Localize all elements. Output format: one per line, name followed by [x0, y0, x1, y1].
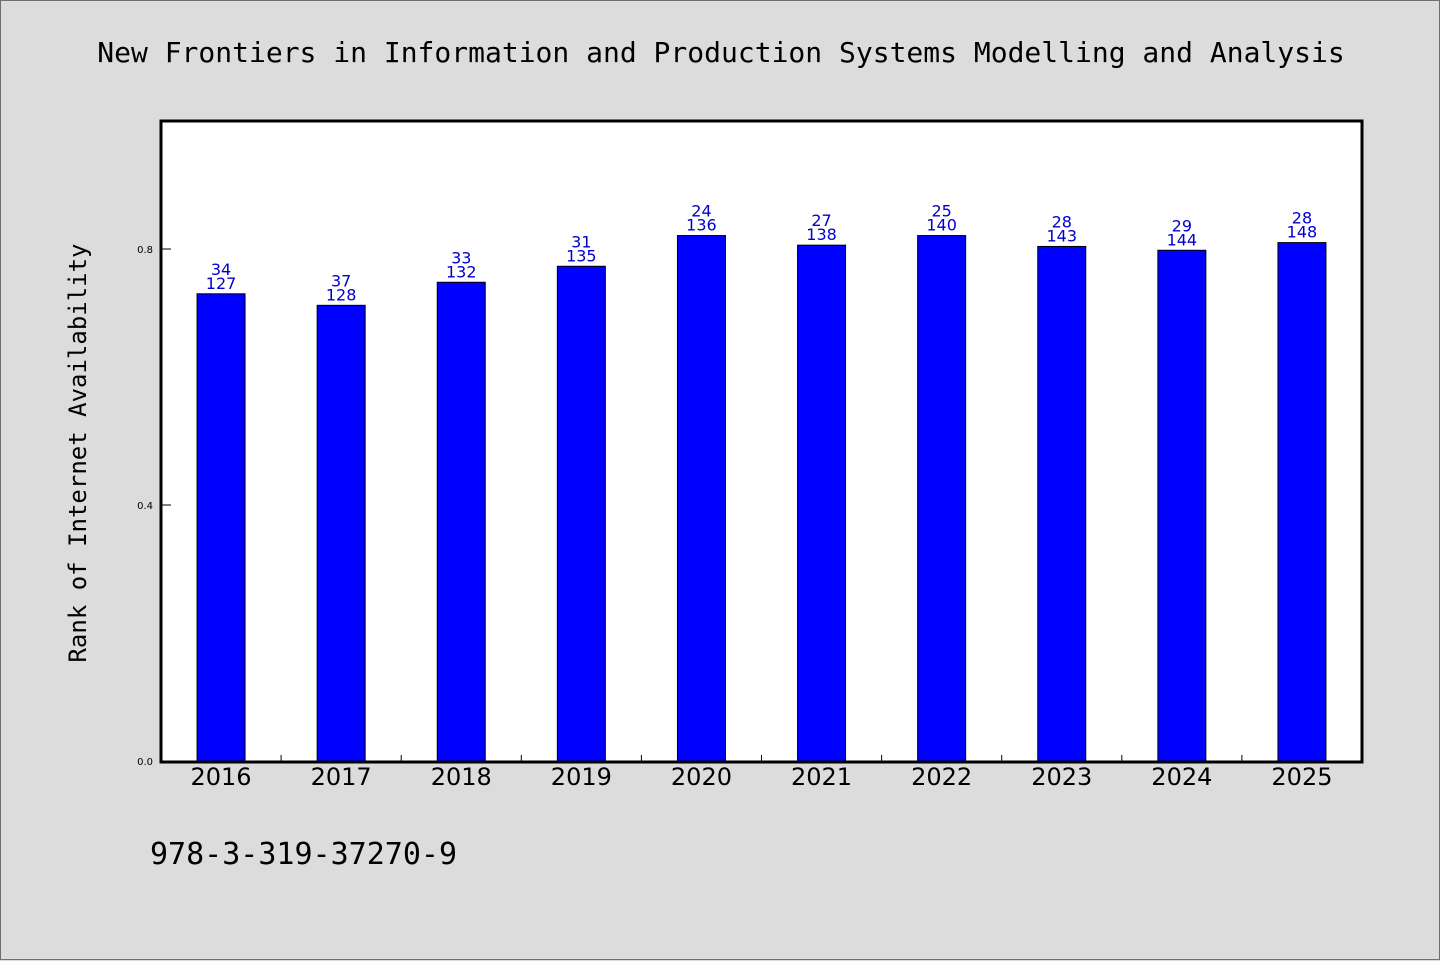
- data-label-bottom: 136: [686, 216, 717, 235]
- data-label-top: 25: [931, 202, 951, 221]
- x-tick-label: 2021: [791, 763, 852, 791]
- data-label-bottom: 128: [326, 285, 357, 304]
- y-tick-label: 0.8: [137, 245, 153, 256]
- x-tick-label: 2024: [1151, 763, 1212, 791]
- x-tick-label: 2017: [311, 763, 372, 791]
- data-label-top: 34: [211, 260, 231, 279]
- data-label-bottom: 127: [206, 274, 237, 293]
- plot-border: [159, 119, 1364, 764]
- bar: [797, 244, 847, 762]
- axes-layer: 2016 2017 2018 2019 2020 2021 2022 2023 2024 2025…: [137, 245, 1332, 791]
- bar: [676, 235, 726, 762]
- bar: [1277, 242, 1327, 762]
- chart-title: New Frontiers in Information and Product…: [97, 36, 1344, 69]
- data-label-bottom: 135: [566, 246, 597, 265]
- data-label-bottom: 132: [446, 262, 477, 281]
- bar: [196, 293, 246, 762]
- y-tick-label: 0.4: [137, 501, 153, 512]
- bars-layer: [196, 235, 1327, 762]
- data-label-top: 28: [1292, 209, 1312, 228]
- data-label-top: 37: [331, 271, 351, 290]
- data-label-top: 33: [451, 248, 471, 267]
- x-tick-label: 2023: [1031, 763, 1092, 791]
- data-label-top: 27: [811, 211, 831, 230]
- y-axis-label: Rank of Internet Availability: [64, 243, 92, 662]
- x-tick-label: 2018: [431, 763, 492, 791]
- data-label-bottom: 144: [1167, 230, 1198, 249]
- data-label-top: 29: [1172, 216, 1192, 235]
- data-label-bottom: 143: [1046, 226, 1077, 245]
- x-tick-label: 2016: [191, 763, 252, 791]
- bar: [917, 235, 967, 762]
- bar: [436, 281, 486, 762]
- x-tick-label: 2019: [551, 763, 612, 791]
- x-tick-label: 2025: [1271, 763, 1332, 791]
- data-label-bottom: 148: [1287, 223, 1318, 242]
- data-label-top: 28: [1052, 212, 1072, 231]
- x-tick-label: 2020: [671, 763, 732, 791]
- bar: [1157, 249, 1207, 762]
- bar: [1037, 245, 1087, 762]
- data-label-top: 24: [691, 202, 711, 221]
- bar: [556, 265, 606, 762]
- data-label-bottom: 140: [926, 216, 957, 235]
- isbn-text: 978-3-319-37270-9: [150, 837, 457, 872]
- y-tick-label: 0.0: [137, 757, 153, 768]
- data-label-bottom: 138: [806, 225, 837, 244]
- x-tick-label: 2022: [911, 763, 972, 791]
- bar: [316, 304, 366, 762]
- data-label-top: 31: [571, 232, 591, 251]
